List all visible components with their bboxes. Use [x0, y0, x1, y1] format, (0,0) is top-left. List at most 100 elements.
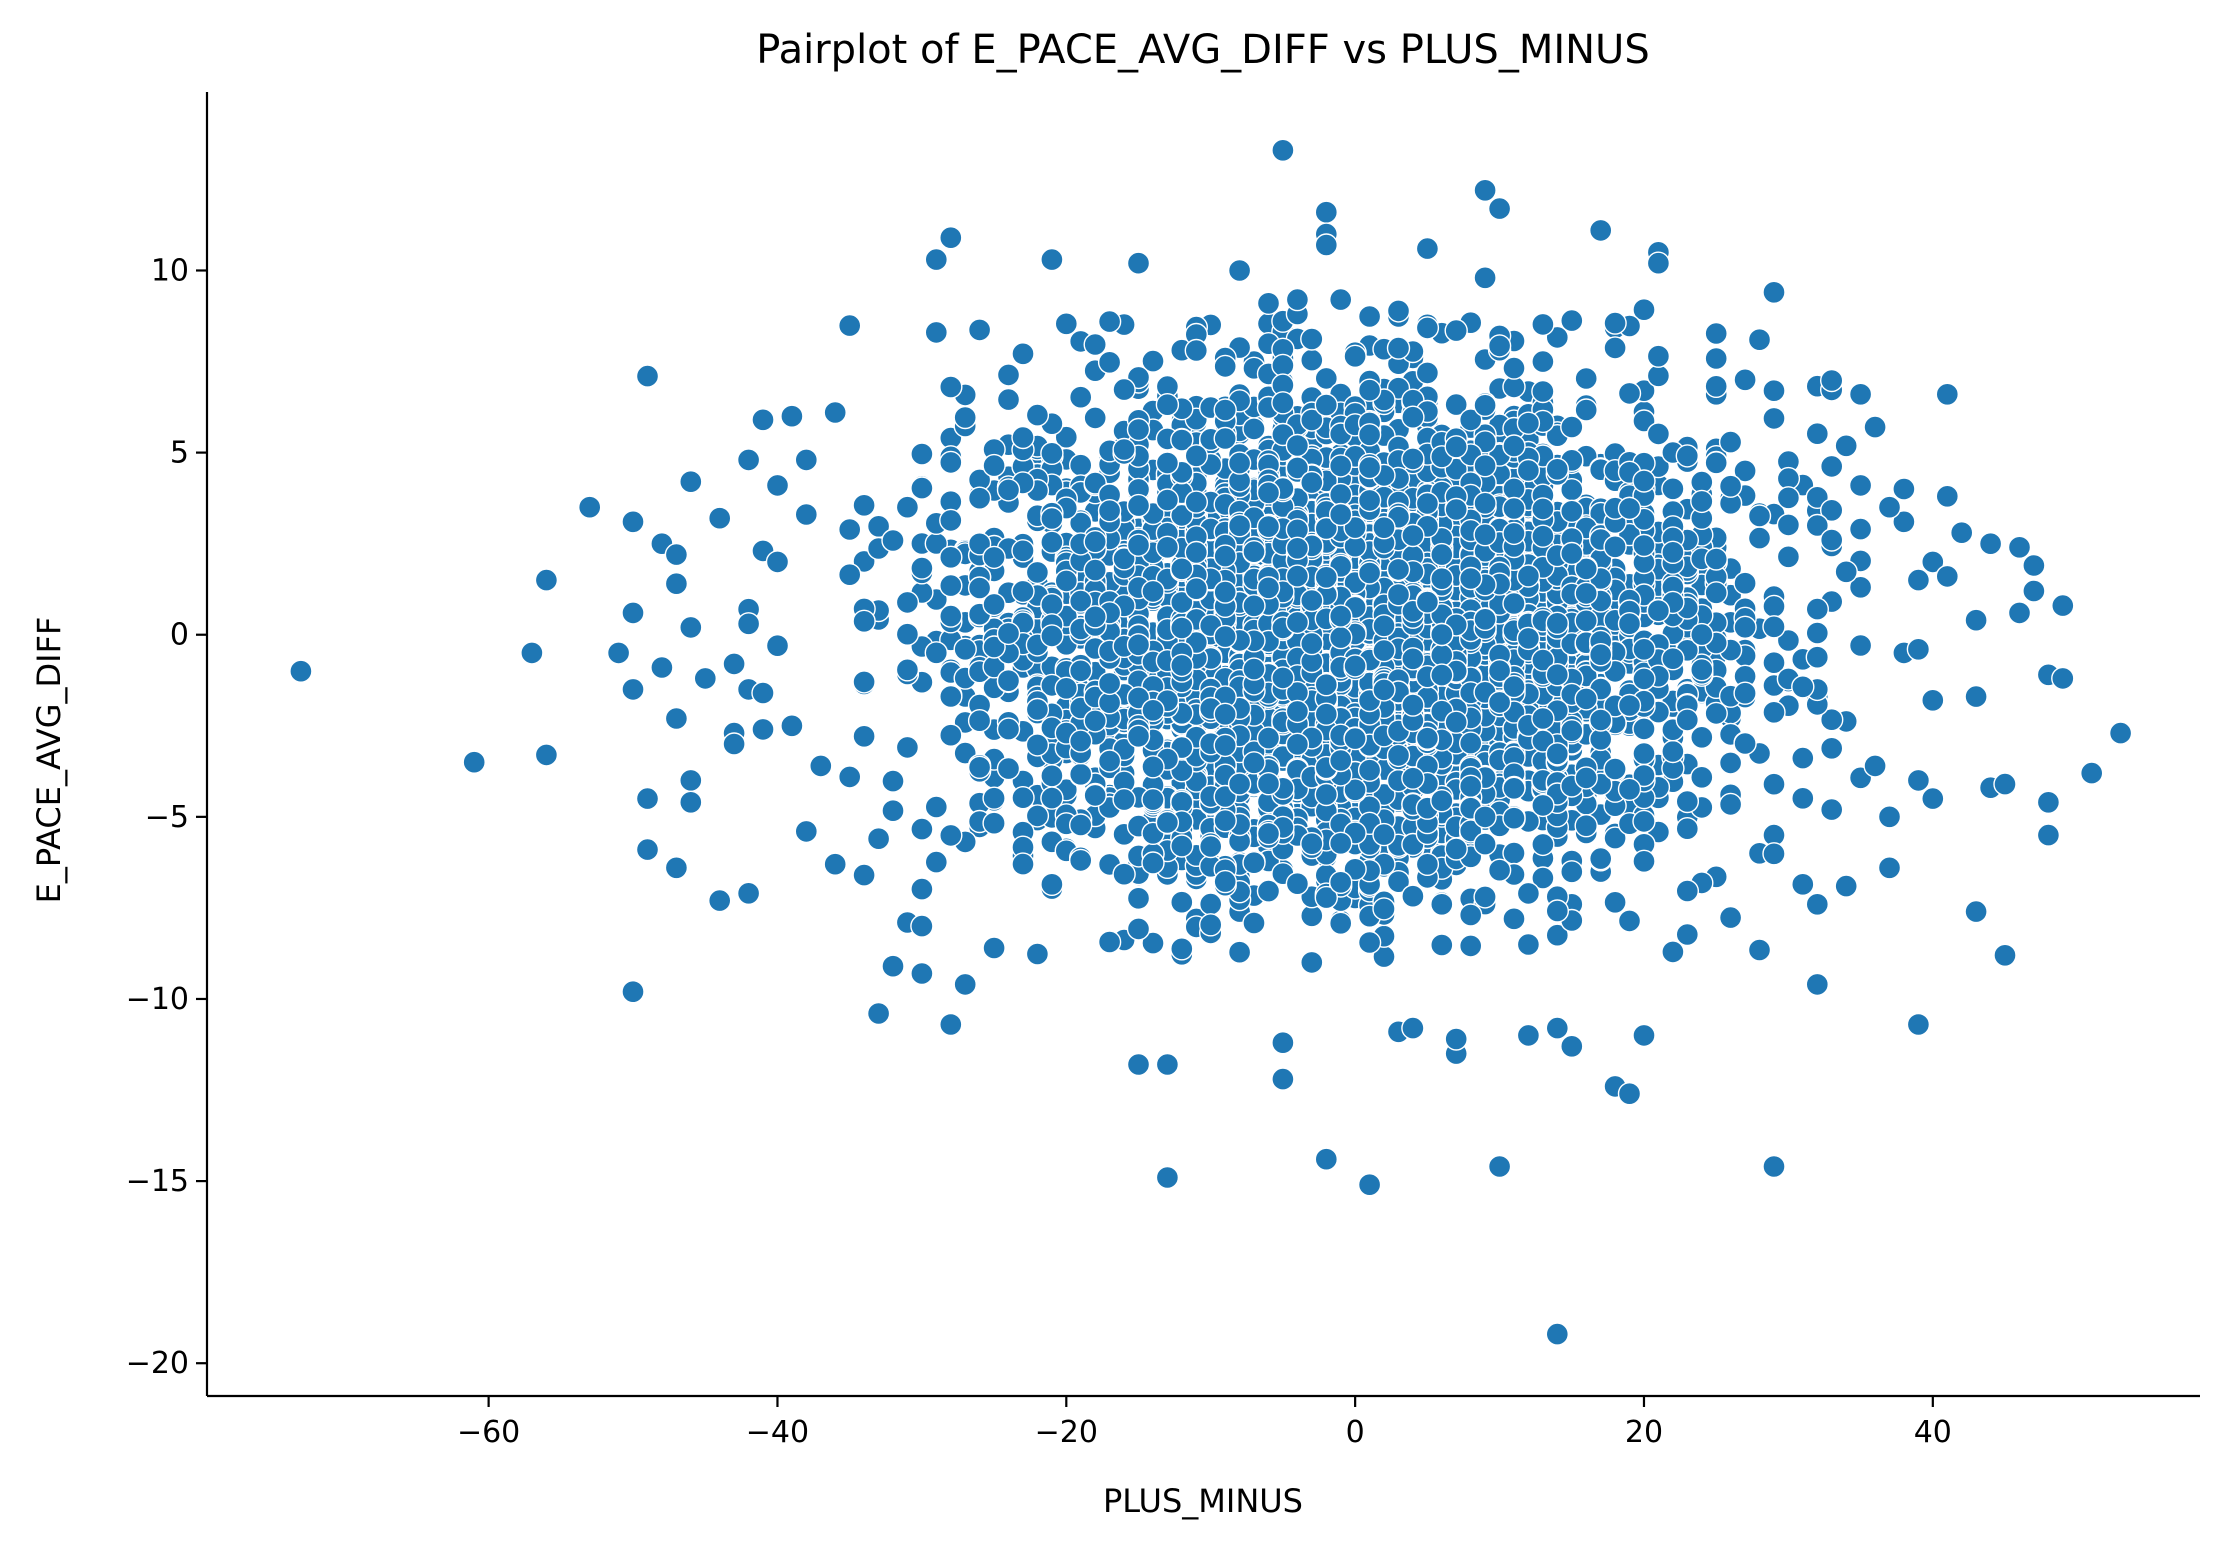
- scatter-point: [1935, 484, 1960, 508]
- scatter-point-dense: [1025, 804, 1050, 828]
- scatter-point-dense: [1141, 851, 1165, 875]
- scatter-point-dense: [1588, 643, 1613, 667]
- scatter-point: [1877, 805, 1902, 829]
- scatter-point: [751, 681, 775, 705]
- scatter-point-dense: [1704, 374, 1728, 398]
- scatter-point-dense: [1458, 774, 1483, 798]
- scatter-point-dense: [1646, 364, 1671, 388]
- scatter-point-dense: [1819, 736, 1844, 760]
- scatter-point-dense: [895, 658, 920, 682]
- scatter-point-dense: [1271, 391, 1295, 415]
- scatter-point-dense: [1762, 406, 1786, 431]
- scatter-point-dense: [1603, 826, 1627, 850]
- scatter-point-dense: [1718, 792, 1743, 817]
- scatter-point-dense: [1343, 654, 1367, 678]
- scatter-point-dense: [1458, 934, 1483, 958]
- scatter-point: [1271, 138, 1295, 163]
- scatter-point-dense: [1646, 344, 1671, 368]
- scatter-point: [679, 768, 703, 793]
- scatter-point-dense: [1632, 298, 1656, 322]
- scatter-point-dense: [1791, 786, 1815, 810]
- scatter-point-dense: [1776, 545, 1801, 569]
- y-axis-label: E_PACE_AVG_DIFF: [30, 617, 68, 904]
- scatter-point: [520, 641, 544, 665]
- scatter-point-dense: [1256, 879, 1281, 903]
- scatter-point-dense: [895, 495, 920, 519]
- scatter-point: [722, 652, 746, 676]
- scatter-point: [635, 364, 660, 388]
- scatter-point-dense: [910, 476, 934, 500]
- scatter-point-dense: [939, 545, 963, 569]
- scatter-point-dense: [1314, 366, 1339, 391]
- scatter-point-dense: [1617, 777, 1642, 801]
- scatter-point-dense: [1011, 579, 1035, 604]
- scatter-point-dense: [1502, 591, 1526, 616]
- scatter-point: [621, 510, 645, 534]
- scatter-point: [679, 470, 703, 494]
- scatter-point-dense: [1675, 789, 1700, 814]
- scatter-point: [823, 400, 847, 425]
- scatter-point: [1747, 328, 1772, 352]
- scatter-point: [1560, 1034, 1584, 1059]
- scatter-point: [1834, 874, 1858, 898]
- scatter-point-dense: [1242, 540, 1266, 564]
- scatter-point-dense: [1054, 676, 1079, 700]
- scatter-point-dense: [1632, 469, 1656, 493]
- scatter-point-dense: [1502, 806, 1526, 830]
- scatter-point: [2108, 721, 2133, 745]
- scatter-point-dense: [1213, 624, 1237, 649]
- scatter-point-dense: [1068, 762, 1093, 786]
- scatter-point-dense: [939, 723, 963, 747]
- scatter-point-dense: [1502, 434, 1526, 458]
- scatter-point-dense: [924, 795, 948, 819]
- scatter-point-dense: [1213, 733, 1237, 758]
- scatter-point-dense: [1112, 437, 1136, 462]
- scatter-point-dense: [910, 877, 934, 901]
- x-tick-label: 40: [1914, 1415, 1952, 1450]
- scatter-point: [1921, 688, 1945, 712]
- scatter-point: [1964, 608, 1988, 632]
- scatter-point-dense: [1170, 834, 1194, 858]
- scatter-point-dense: [1242, 751, 1266, 775]
- scatter-point: [1762, 379, 1786, 403]
- scatter-point-dense: [1256, 772, 1281, 796]
- scatter-point: [1762, 280, 1786, 304]
- scatter-point-dense: [1300, 950, 1324, 975]
- scatter-point: [1863, 415, 1887, 439]
- scatter-point-dense: [1141, 579, 1165, 604]
- scatter-point-dense: [1040, 506, 1064, 531]
- scatter-point-dense: [1560, 308, 1584, 333]
- scatter-point-dense: [1141, 698, 1165, 722]
- scatter-point: [679, 790, 703, 814]
- scatter-point-dense: [1718, 905, 1743, 930]
- scatter-point-dense: [881, 799, 905, 823]
- scatter-point: [1892, 510, 1916, 534]
- scatter-point-dense: [1704, 321, 1728, 346]
- scatter-point-dense: [1762, 651, 1786, 675]
- scatter-point-dense: [1300, 348, 1324, 372]
- scatter-point-dense: [1401, 766, 1425, 790]
- scatter-point-dense: [1285, 699, 1310, 724]
- scatter-point-dense: [1603, 311, 1627, 335]
- scatter-point-dense: [1256, 481, 1281, 505]
- scatter-point-dense: [996, 717, 1021, 741]
- scatter-point: [823, 852, 847, 876]
- scatter-point: [1848, 382, 1873, 406]
- scatter-point: [2007, 601, 2032, 625]
- scatter-point-dense: [1300, 631, 1324, 656]
- scatter-point-dense: [1704, 701, 1728, 726]
- scatter-point-dense: [1213, 869, 1237, 894]
- scatter-point-dense: [881, 769, 905, 793]
- scatter-point: [1545, 1322, 1570, 1346]
- x-ticks: −60 −40 −20 0 20 40: [457, 1396, 1952, 1450]
- scatter-point-dense: [1083, 605, 1107, 629]
- scatter-point-dense: [1372, 614, 1396, 638]
- scatter-point: [1516, 1023, 1541, 1048]
- scatter-point-dense: [1632, 849, 1656, 873]
- scatter-point-dense: [1733, 681, 1757, 705]
- scatter-point-dense: [1054, 569, 1079, 593]
- scatter-point-dense: [1704, 346, 1728, 371]
- scatter-point-dense: [1588, 708, 1613, 732]
- scatter-point-dense: [1617, 693, 1642, 718]
- scatter-point-dense: [1531, 832, 1555, 857]
